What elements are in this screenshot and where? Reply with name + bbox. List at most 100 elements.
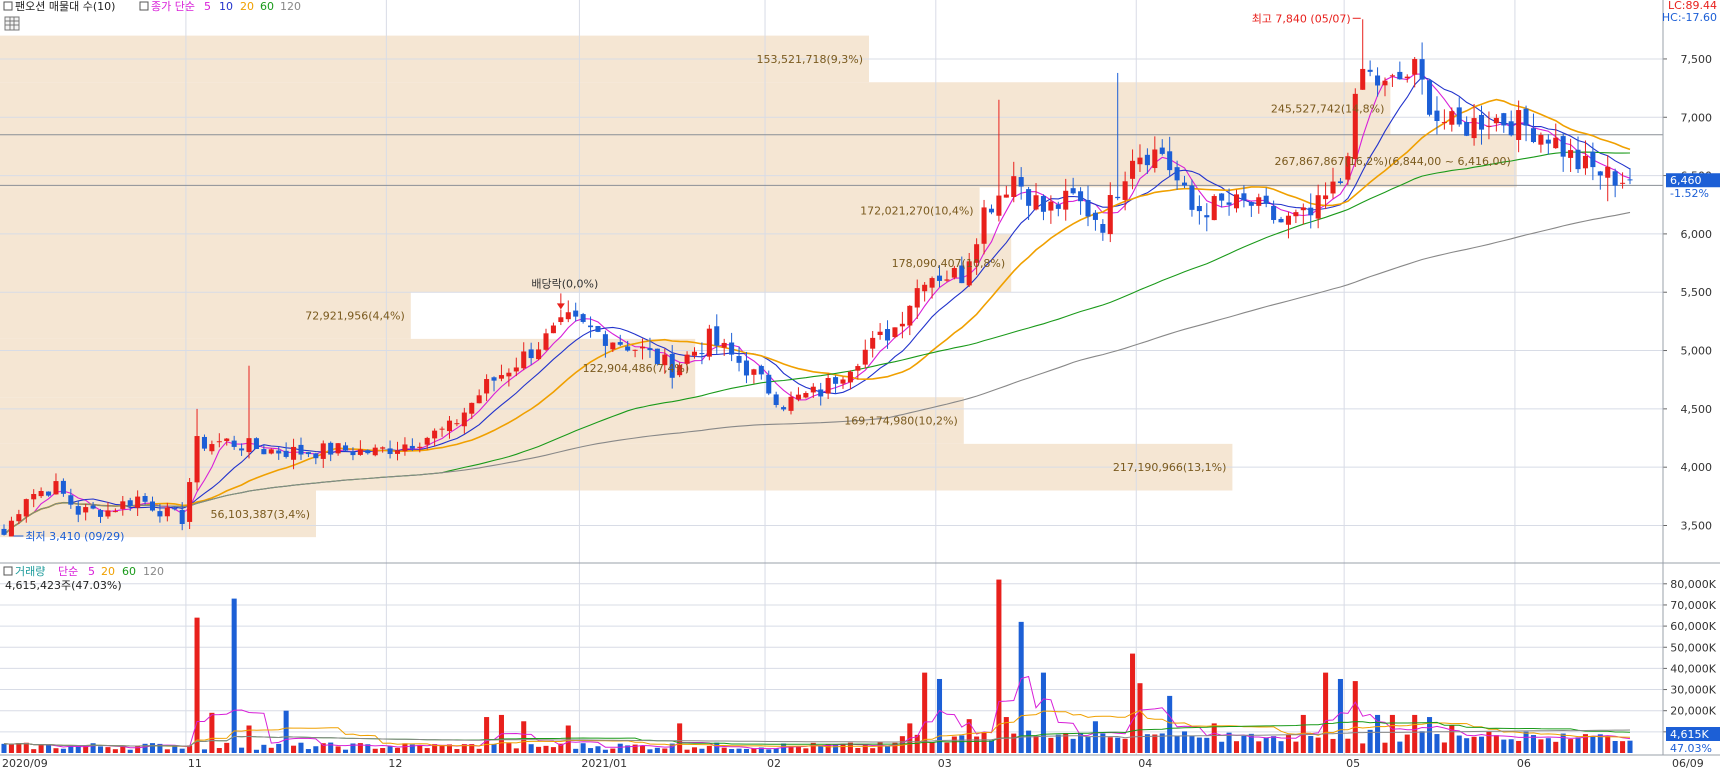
candle-body [335,443,341,454]
volume-bar [1456,735,1462,753]
volume-bar [1605,735,1611,753]
volume-bar [239,747,245,753]
candle-body [135,496,141,508]
candle-body [981,207,987,244]
volume-bar [112,749,118,753]
candle-body [1144,154,1150,166]
volume-bar [1575,737,1581,753]
volume-bar [1308,735,1314,753]
legend-box-icon[interactable] [139,1,149,11]
candle-body [632,349,638,351]
volume-bar [1122,738,1128,753]
candle-body [1456,107,1462,125]
volume-bar [439,744,445,753]
candle-body [90,505,96,509]
candle-body [372,447,378,456]
candle-body [187,482,193,522]
candle-body [1130,160,1136,179]
volume-bar [550,747,556,753]
candle-body [268,449,274,454]
volume-bar [305,749,311,753]
candle-body [305,452,311,455]
volume-bar [209,712,215,753]
volume-bar [283,710,289,753]
candle-body [469,402,475,414]
volume-bar [610,748,616,753]
volume-bar [90,743,96,753]
volume-bar [706,745,712,753]
candle-body [1078,191,1084,202]
volume-bar [758,747,764,753]
candle-body [1389,75,1395,77]
volume-bar [1,743,7,753]
volume-bar [387,746,393,753]
volume-bar [899,736,905,753]
volume-bar [981,732,987,753]
volume-bar [1404,734,1410,753]
volume-bar [1204,737,1210,753]
date-tick-label: 2021/01 [581,757,627,770]
volume-bar [1248,733,1254,753]
volume-bar [1152,734,1158,753]
candle-body [1248,202,1254,206]
volume-bar [677,723,683,753]
volume-bar [1375,714,1381,753]
volume-profile-band [0,292,411,339]
legend-box-icon[interactable] [3,566,13,576]
date-tick-label: 2020/09 [2,757,48,770]
candle-body [1538,134,1544,145]
volume-ma-20: 20 [101,565,115,578]
candle-body [825,378,831,394]
price-tick-label: 6,000 [1681,228,1713,241]
volume-bar [224,742,230,753]
candle-body [922,284,928,292]
volume-tick-label: 50,000K [1670,641,1716,654]
volume-bar [142,743,148,753]
candle-body [565,312,571,320]
candle-body [1627,179,1633,181]
volume-ma-label: 단순 [58,565,78,578]
volume-bar [75,745,81,753]
volume-bar [1033,735,1039,753]
volume-profile-label: 122,904,486(7,4%) [583,362,690,375]
candle-body [1070,188,1076,194]
candle-body [818,389,824,397]
candle-body [75,506,81,515]
volume-bar [1486,731,1492,753]
volume-bar [588,748,594,753]
candle-body [484,379,490,394]
volume-bar [1189,735,1195,753]
volume-bar [1167,695,1173,753]
candle-body [387,448,393,455]
candle-body [543,333,549,350]
candle-body [803,393,809,398]
volume-bar [1345,738,1351,753]
candle-body [46,491,52,496]
candle-body [988,208,995,213]
candle-body [1204,215,1210,218]
volume-bar [1226,732,1232,753]
candle-body [498,375,504,379]
legend-box-icon[interactable] [3,1,13,11]
volume-profile-label: 56,103,387(3,4%) [210,508,310,521]
volume-tick-label: 80,000K [1670,578,1716,591]
grid-toggle-icon[interactable] [4,16,20,31]
price-tick-label: 5,000 [1681,345,1713,358]
volume-bar [484,717,490,753]
candle-body [1107,195,1113,235]
volume-bar [1538,739,1544,753]
volume-bar [97,746,104,753]
candle-body [1196,206,1202,212]
candle-body [1018,177,1024,187]
volume-profile-label: 267,867,867(16,2%)(6,844,00 ~ 6,416,00) [1275,155,1511,168]
volume-grid [0,563,1663,755]
candle-body [617,342,623,345]
volume-tick-label: 30,000K [1670,684,1716,697]
candle-body [1590,151,1596,168]
candle-body [1478,114,1485,130]
volume-bar [1130,653,1136,753]
candle-body [706,328,712,357]
volume-bar [743,748,749,753]
